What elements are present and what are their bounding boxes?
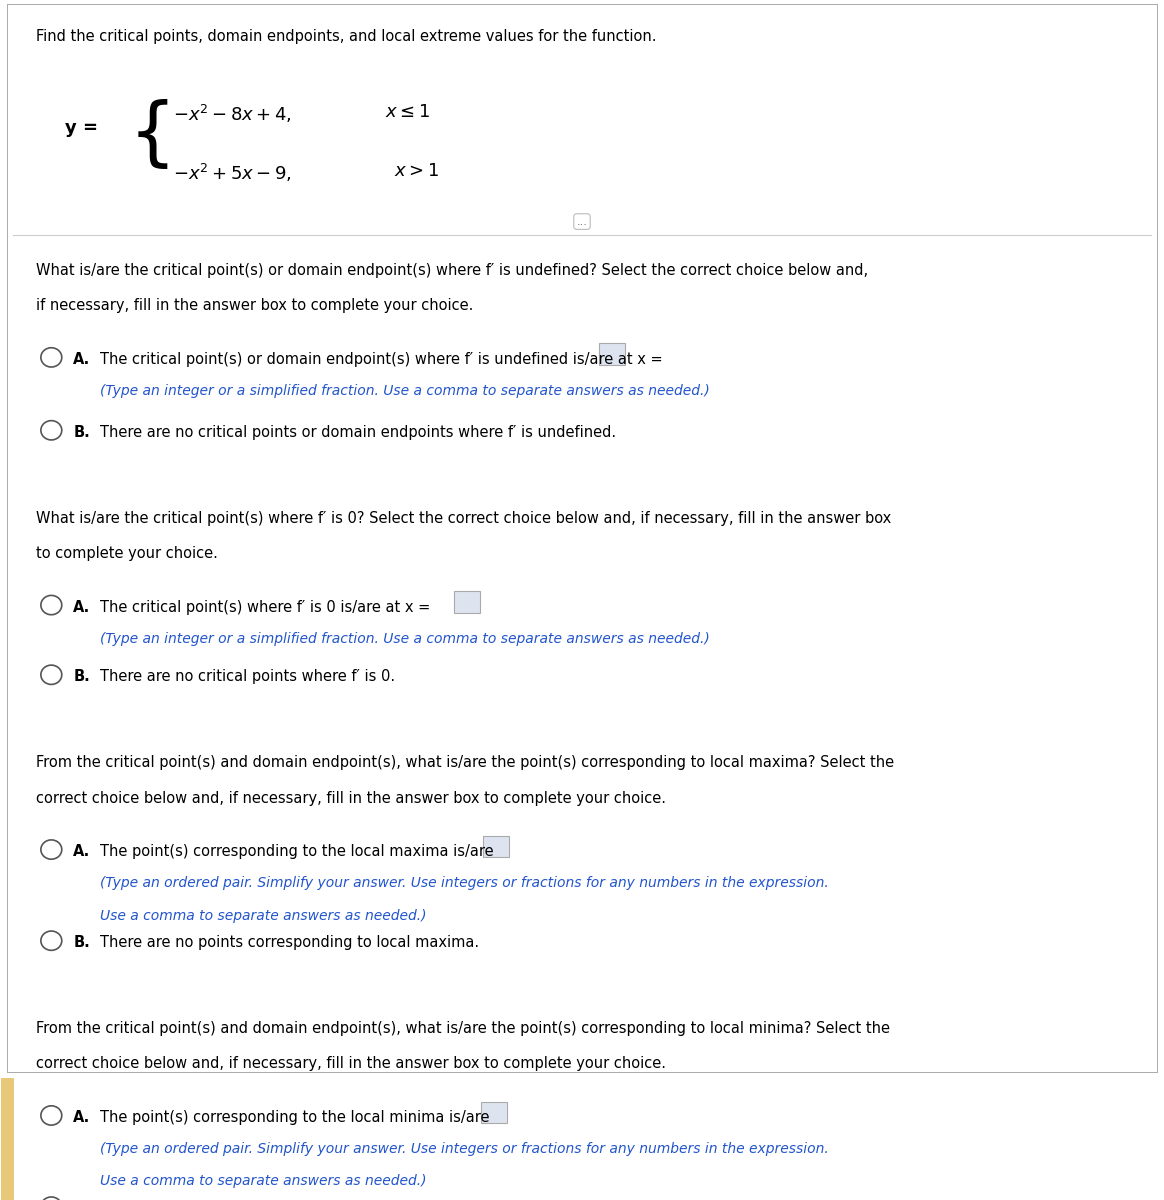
Text: $x \leq 1$: $x \leq 1$ — [384, 103, 430, 121]
FancyBboxPatch shape — [599, 343, 625, 365]
Text: B.: B. — [73, 935, 90, 950]
Text: The critical point(s) where f′ is 0 is/are at x =: The critical point(s) where f′ is 0 is/a… — [100, 600, 435, 614]
Text: There are no points corresponding to local maxima.: There are no points corresponding to loc… — [100, 935, 480, 950]
FancyBboxPatch shape — [1, 1078, 14, 1200]
Text: A.: A. — [73, 352, 91, 367]
Text: The point(s) corresponding to the local minima is/are: The point(s) corresponding to the local … — [100, 1110, 495, 1126]
FancyBboxPatch shape — [481, 1102, 506, 1123]
Text: From the critical point(s) and domain endpoint(s), what is/are the point(s) corr: From the critical point(s) and domain en… — [36, 1021, 890, 1036]
Text: B.: B. — [73, 425, 90, 440]
Text: (Type an integer or a simplified fraction. Use a comma to separate answers as ne: (Type an integer or a simplified fractio… — [100, 632, 710, 646]
Text: $-x^2 - 8x + 4,$: $-x^2 - 8x + 4,$ — [173, 103, 292, 125]
Text: (Type an integer or a simplified fraction. Use a comma to separate answers as ne: (Type an integer or a simplified fractio… — [100, 384, 710, 398]
Text: A.: A. — [73, 600, 91, 614]
Text: The point(s) corresponding to the local maxima is/are: The point(s) corresponding to the local … — [100, 844, 498, 859]
Text: ...: ... — [576, 216, 588, 227]
Text: y =: y = — [65, 119, 98, 137]
Text: Use a comma to separate answers as needed.): Use a comma to separate answers as neede… — [100, 1175, 426, 1188]
FancyBboxPatch shape — [483, 835, 509, 857]
Text: $x > 1$: $x > 1$ — [393, 162, 439, 180]
Text: if necessary, fill in the answer box to complete your choice.: if necessary, fill in the answer box to … — [36, 299, 474, 313]
Text: From the critical point(s) and domain endpoint(s), what is/are the point(s) corr: From the critical point(s) and domain en… — [36, 755, 894, 770]
Text: correct choice below and, if necessary, fill in the answer box to complete your : correct choice below and, if necessary, … — [36, 1056, 666, 1072]
Text: There are no critical points or domain endpoints where f′ is undefined.: There are no critical points or domain e… — [100, 425, 616, 440]
FancyBboxPatch shape — [454, 592, 480, 612]
Text: (Type an ordered pair. Simplify your answer. Use integers or fractions for any n: (Type an ordered pair. Simplify your ans… — [100, 876, 829, 890]
Text: B.: B. — [73, 670, 90, 684]
Text: The critical point(s) or domain endpoint(s) where f′ is undefined is/are at x =: The critical point(s) or domain endpoint… — [100, 352, 667, 367]
Text: correct choice below and, if necessary, fill in the answer box to complete your : correct choice below and, if necessary, … — [36, 791, 666, 805]
Text: A.: A. — [73, 1110, 91, 1126]
Text: What is/are the critical point(s) where f′ is 0? Select the correct choice below: What is/are the critical point(s) where … — [36, 511, 892, 526]
Text: to complete your choice.: to complete your choice. — [36, 546, 218, 562]
Text: (Type an ordered pair. Simplify your answer. Use integers or fractions for any n: (Type an ordered pair. Simplify your ans… — [100, 1142, 829, 1157]
Text: A.: A. — [73, 844, 91, 859]
Text: {: { — [129, 98, 177, 172]
Text: There are no critical points where f′ is 0.: There are no critical points where f′ is… — [100, 670, 396, 684]
Text: Use a comma to separate answers as needed.): Use a comma to separate answers as neede… — [100, 908, 426, 923]
Text: Find the critical points, domain endpoints, and local extreme values for the fun: Find the critical points, domain endpoin… — [36, 29, 656, 44]
Text: $-x^2 + 5x - 9,$: $-x^2 + 5x - 9,$ — [173, 162, 292, 185]
Text: What is/are the critical point(s) or domain endpoint(s) where f′ is undefined? S: What is/are the critical point(s) or dom… — [36, 263, 868, 278]
